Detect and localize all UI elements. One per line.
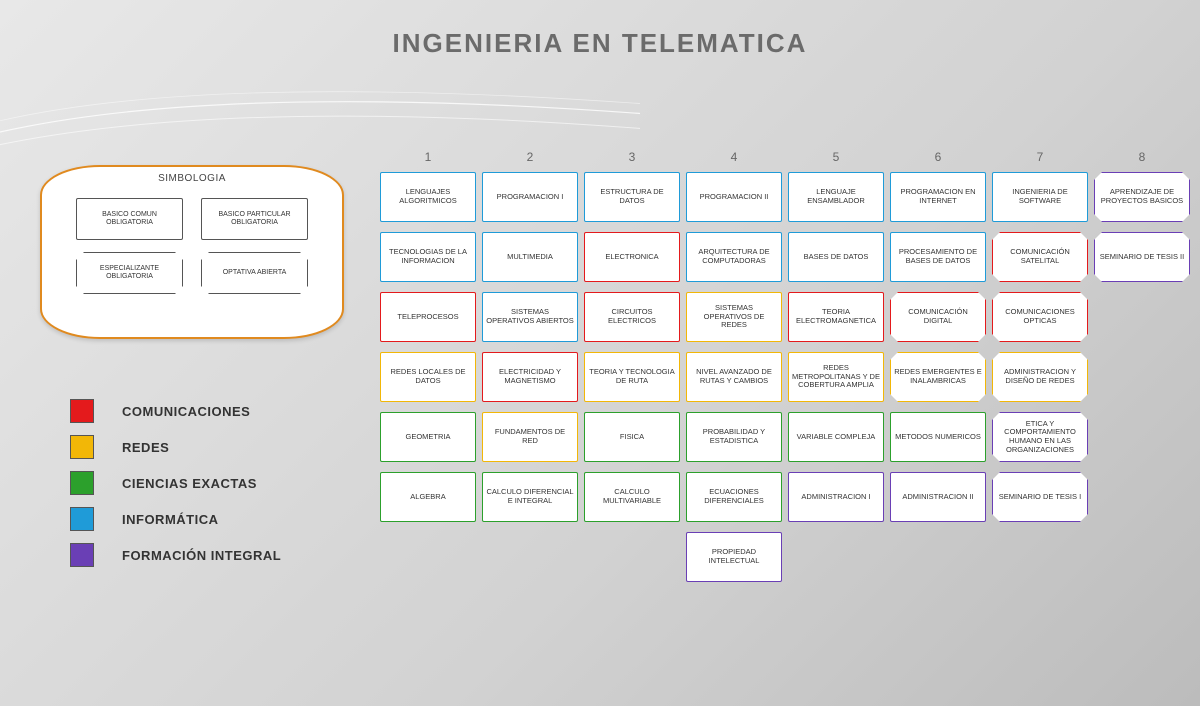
legend-row: REDES (70, 435, 340, 459)
course-cell: PROPIEDAD INTELECTUAL (686, 532, 782, 582)
course-cell: PROCESAMIENTO DE BASES DE DATOS (890, 232, 986, 282)
course-cell: ADMINISTRACION II (890, 472, 986, 522)
course-cell: TELEPROCESOS (380, 292, 476, 342)
legend-swatch (70, 435, 94, 459)
course-cell: ETICA Y COMPORTAMIENTO HUMANO EN LAS ORG… (992, 412, 1088, 462)
empty-cell (1094, 532, 1190, 580)
course-cell: NIVEL AVANZADO DE RUTAS Y CAMBIOS (686, 352, 782, 402)
course-cell: APRENDIZAJE DE PROYECTOS BASICOS (1094, 172, 1190, 222)
legend-label: INFORMÁTICA (122, 512, 219, 527)
empty-cell (380, 532, 476, 580)
course-cell: LENGUAJE ENSAMBLADOR (788, 172, 884, 222)
course-cell: PROGRAMACION EN INTERNET (890, 172, 986, 222)
course-cell: TECNOLOGIAS DE LA INFORMACION (380, 232, 476, 282)
empty-cell (1094, 472, 1190, 520)
course-cell: CALCULO MULTIVARIABLE (584, 472, 680, 522)
legend-row: FORMACIÓN INTEGRAL (70, 543, 340, 567)
semester-number: 4 (686, 150, 782, 164)
legend-label: CIENCIAS EXACTAS (122, 476, 257, 491)
course-cell: SEMINARIO DE TESIS II (1094, 232, 1190, 282)
symbology-cell: ESPECIALIZANTE OBLIGATORIA (76, 252, 183, 294)
empty-cell (788, 532, 884, 580)
legend-label: FORMACIÓN INTEGRAL (122, 548, 281, 563)
course-cell: VARIABLE COMPLEJA (788, 412, 884, 462)
course-cell: REDES LOCALES DE DATOS (380, 352, 476, 402)
empty-cell (1094, 352, 1190, 400)
course-cell: ARQUITECTURA DE COMPUTADORAS (686, 232, 782, 282)
course-cell: SISTEMAS OPERATIVOS DE REDES (686, 292, 782, 342)
course-cell: FUNDAMENTOS DE RED (482, 412, 578, 462)
course-cell: SEMINARIO DE TESIS I (992, 472, 1088, 522)
semester-number: 1 (380, 150, 476, 164)
course-cell: COMUNICACIONES OPTICAS (992, 292, 1088, 342)
empty-cell (1094, 412, 1190, 460)
course-cell: LENGUAJES ALGORITMICOS (380, 172, 476, 222)
course-cell: INGENIERIA DE SOFTWARE (992, 172, 1088, 222)
course-cell: REDES METROPOLITANAS Y DE COBERTURA AMPL… (788, 352, 884, 402)
empty-cell (992, 532, 1088, 580)
empty-cell (482, 532, 578, 580)
course-cell: CALCULO DIFERENCIAL E INTEGRAL (482, 472, 578, 522)
semester-number: 2 (482, 150, 578, 164)
course-cell: ALGEBRA (380, 472, 476, 522)
course-cell: MULTIMEDIA (482, 232, 578, 282)
course-cell: REDES EMERGENTES E INALAMBRICAS (890, 352, 986, 402)
left-panel: SIMBOLOGIA BASICO COMUN OBLIGATORIA BASIC… (40, 165, 340, 579)
legend-row: INFORMÁTICA (70, 507, 340, 531)
symbology-cell: BASICO COMUN OBLIGATORIA (76, 198, 183, 240)
course-cell: CIRCUITOS ELECTRICOS (584, 292, 680, 342)
legend-swatch (70, 543, 94, 567)
empty-cell (584, 532, 680, 580)
course-cell: ADMINISTRACION Y DISEÑO DE REDES (992, 352, 1088, 402)
symbology-cell: BASICO PARTICULAR OBLIGATORIA (201, 198, 308, 240)
curriculum-row: PROPIEDAD INTELECTUAL (380, 532, 1190, 582)
semester-number: 3 (584, 150, 680, 164)
course-cell: ECUACIONES DIFERENCIALES (686, 472, 782, 522)
course-cell: GEOMETRIA (380, 412, 476, 462)
color-legend: COMUNICACIONES REDES CIENCIAS EXACTAS INFOR… (70, 399, 340, 567)
course-cell: SISTEMAS OPERATIVOS ABIERTOS (482, 292, 578, 342)
symbology-title: SIMBOLOGIA (42, 167, 342, 184)
course-cell: TEORIA Y TECNOLOGIA DE RUTA (584, 352, 680, 402)
semester-headers: 12345678 (380, 150, 1190, 164)
legend-label: COMUNICACIONES (122, 404, 250, 419)
course-cell: ADMINISTRACION I (788, 472, 884, 522)
curriculum-row: GEOMETRIAFUNDAMENTOS DE REDFISICAPROBABI… (380, 412, 1190, 462)
course-cell: PROBABILIDAD Y ESTADISTICA (686, 412, 782, 462)
course-cell: PROGRAMACION I (482, 172, 578, 222)
empty-cell (1094, 292, 1190, 340)
semester-number: 6 (890, 150, 986, 164)
semester-number: 8 (1094, 150, 1190, 164)
page-title: INGENIERIA EN TELEMATICA (0, 28, 1200, 59)
curriculum-row: LENGUAJES ALGORITMICOSPROGRAMACION IESTR… (380, 172, 1190, 222)
legend-row: COMUNICACIONES (70, 399, 340, 423)
course-cell: ELECTRICIDAD Y MAGNETISMO (482, 352, 578, 402)
course-cell: TEORIA ELECTROMAGNETICA (788, 292, 884, 342)
course-cell: FISICA (584, 412, 680, 462)
curriculum-grid: 12345678 LENGUAJES ALGORITMICOSPROGRAMAC… (380, 150, 1190, 592)
course-cell: METODOS NUMERICOS (890, 412, 986, 462)
legend-swatch (70, 507, 94, 531)
curriculum-row: ALGEBRACALCULO DIFERENCIAL E INTEGRALCAL… (380, 472, 1190, 522)
course-cell: PROGRAMACION II (686, 172, 782, 222)
curriculum-row: REDES LOCALES DE DATOSELECTRICIDAD Y MAG… (380, 352, 1190, 402)
legend-row: CIENCIAS EXACTAS (70, 471, 340, 495)
legend-swatch (70, 471, 94, 495)
course-cell: COMUNICACIÓN SATELITAL (992, 232, 1088, 282)
legend-label: REDES (122, 440, 169, 455)
curriculum-row: TECNOLOGIAS DE LA INFORMACIONMULTIMEDIAE… (380, 232, 1190, 282)
course-cell: COMUNICACIÓN DIGITAL (890, 292, 986, 342)
symbology-box: SIMBOLOGIA BASICO COMUN OBLIGATORIA BASIC… (40, 165, 344, 339)
course-cell: ELECTRONICA (584, 232, 680, 282)
symbology-cell: OPTATIVA ABIERTA (201, 252, 308, 294)
legend-swatch (70, 399, 94, 423)
curriculum-row: TELEPROCESOSSISTEMAS OPERATIVOS ABIERTOS… (380, 292, 1190, 342)
semester-number: 7 (992, 150, 1088, 164)
semester-number: 5 (788, 150, 884, 164)
empty-cell (890, 532, 986, 580)
course-cell: ESTRUCTURA DE DATOS (584, 172, 680, 222)
course-cell: BASES DE DATOS (788, 232, 884, 282)
